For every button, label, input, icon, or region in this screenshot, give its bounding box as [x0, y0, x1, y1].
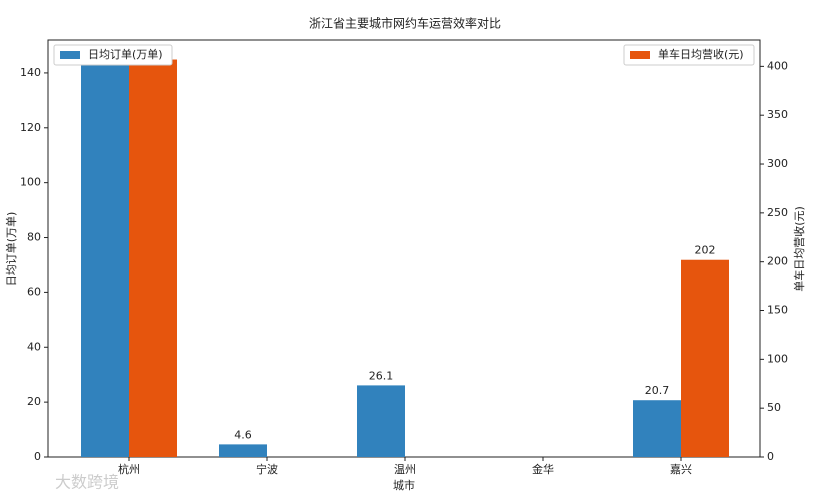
- chart-title: 浙江省主要城市网约车运营效率对比: [309, 16, 501, 31]
- y2-tick-label: 250: [767, 206, 788, 219]
- y2-tick-label: 0: [767, 450, 774, 463]
- bar: [357, 385, 405, 457]
- bar: [681, 259, 729, 457]
- watermark: 大数跨境: [55, 473, 119, 492]
- legend-label: 日均订单(万单): [88, 48, 163, 61]
- y-tick-label: 140: [20, 66, 41, 79]
- y2-tick-label: 200: [767, 255, 788, 268]
- y-tick-label: 120: [20, 121, 41, 134]
- y-tick-label: 80: [27, 231, 41, 244]
- y2-axis-label: 单车日均营收(元): [792, 206, 806, 292]
- y-tick-label: 20: [27, 395, 41, 408]
- x-tick-label: 杭州: [118, 462, 140, 476]
- y2-tick-label: 400: [767, 59, 788, 72]
- value-label: 20.7: [645, 384, 670, 397]
- x-tick-label: 嘉兴: [670, 462, 692, 476]
- legend-swatch: [630, 51, 650, 59]
- y-tick-label: 0: [34, 450, 41, 463]
- x-tick-label: 宁波: [256, 462, 278, 476]
- value-label: 202: [695, 244, 716, 257]
- y2-tick-label: 100: [767, 352, 788, 365]
- y-tick-label: 60: [27, 285, 41, 298]
- legend-label: 单车日均营收(元): [658, 47, 744, 61]
- value-label: 26.1: [369, 369, 394, 382]
- y-axis-label: 日均订单(万单): [5, 212, 18, 287]
- legend-swatch: [60, 51, 80, 59]
- bar: [219, 444, 267, 457]
- x-tick-label: 金华: [532, 462, 554, 476]
- value-label: 4.6: [234, 428, 252, 441]
- bar: [129, 59, 177, 457]
- legend-box: [623, 44, 755, 66]
- bar: [81, 59, 129, 457]
- y2-tick-label: 350: [767, 108, 788, 121]
- legend-box: [53, 44, 173, 66]
- y-tick-label: 100: [20, 176, 41, 189]
- y2-tick-label: 150: [767, 304, 788, 317]
- x-tick-label: 温州: [394, 463, 416, 476]
- y2-tick-label: 300: [767, 157, 788, 170]
- y2-tick-label: 50: [767, 401, 781, 414]
- x-axis-label: 城市: [393, 478, 415, 492]
- y-tick-label: 40: [27, 340, 41, 353]
- bar: [633, 400, 681, 457]
